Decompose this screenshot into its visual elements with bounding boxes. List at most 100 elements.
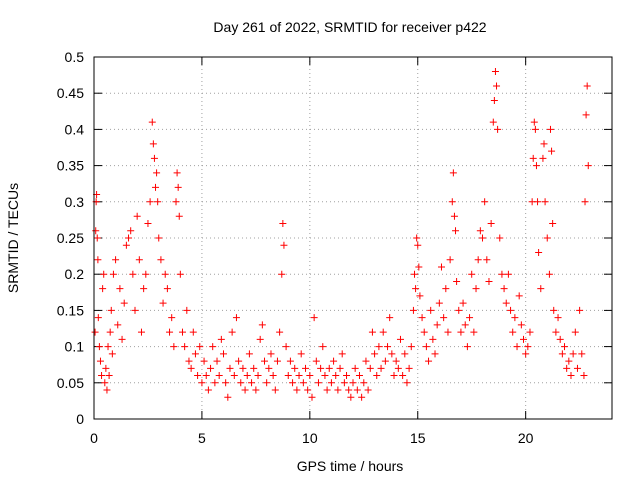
data-point bbox=[279, 220, 287, 228]
x-tick-label: 20 bbox=[518, 430, 534, 446]
y-tick-label: 0.5 bbox=[65, 49, 85, 65]
data-point bbox=[401, 350, 409, 358]
data-point bbox=[163, 285, 171, 293]
data-point bbox=[107, 306, 115, 314]
data-point bbox=[416, 292, 424, 300]
data-point bbox=[295, 372, 303, 380]
data-point bbox=[217, 335, 225, 343]
data-point bbox=[228, 328, 236, 336]
data-point bbox=[552, 328, 560, 336]
data-point bbox=[407, 343, 415, 351]
data-point bbox=[308, 393, 316, 401]
data-point bbox=[476, 227, 484, 235]
data-point bbox=[377, 364, 385, 372]
data-point bbox=[209, 343, 217, 351]
data-point bbox=[548, 147, 556, 155]
y-ticks: 0 0.05 0.1 0.15 0.2 0.25 0.3 0.35 0.4 0.45 0.5 bbox=[57, 49, 612, 427]
data-point bbox=[99, 285, 107, 293]
data-point bbox=[513, 343, 521, 351]
data-point bbox=[133, 212, 141, 220]
data-point bbox=[114, 321, 122, 329]
data-point bbox=[540, 140, 548, 148]
data-point bbox=[529, 154, 537, 162]
data-point bbox=[105, 372, 113, 380]
data-point bbox=[453, 277, 461, 285]
data-point bbox=[174, 183, 182, 191]
data-point bbox=[304, 386, 312, 394]
data-point bbox=[102, 364, 110, 372]
data-point bbox=[381, 357, 389, 365]
data-point bbox=[185, 357, 193, 365]
data-point bbox=[491, 67, 499, 75]
data-point bbox=[112, 256, 120, 264]
data-point bbox=[312, 357, 320, 365]
data-point bbox=[194, 372, 202, 380]
data-point bbox=[280, 241, 288, 249]
data-point bbox=[153, 169, 161, 177]
data-point bbox=[472, 285, 480, 293]
data-point bbox=[94, 256, 102, 264]
data-point bbox=[573, 364, 581, 372]
data-point bbox=[582, 111, 590, 119]
data-point bbox=[129, 270, 137, 278]
data-point bbox=[502, 299, 510, 307]
data-point bbox=[154, 198, 162, 206]
data-point bbox=[330, 357, 338, 365]
data-point bbox=[306, 372, 314, 380]
data-point bbox=[355, 372, 363, 380]
data-point bbox=[388, 350, 396, 358]
data-point bbox=[98, 372, 106, 380]
data-point bbox=[449, 169, 457, 177]
data-point bbox=[239, 364, 247, 372]
data-point bbox=[413, 234, 421, 242]
data-point bbox=[463, 343, 471, 351]
data-point bbox=[437, 263, 445, 271]
data-point bbox=[334, 386, 342, 394]
data-point bbox=[252, 386, 260, 394]
y-tick-label: 0.4 bbox=[65, 121, 85, 137]
y-tick-label: 0.35 bbox=[57, 158, 84, 174]
data-point bbox=[545, 270, 553, 278]
data-point bbox=[550, 306, 558, 314]
data-point bbox=[343, 372, 351, 380]
data-point bbox=[261, 357, 269, 365]
data-point bbox=[362, 357, 370, 365]
data-point bbox=[563, 364, 571, 372]
data-point bbox=[116, 285, 124, 293]
data-point bbox=[415, 263, 423, 271]
data-point bbox=[534, 198, 542, 206]
data-point bbox=[338, 350, 346, 358]
data-point bbox=[181, 343, 189, 351]
y-tick-label: 0.05 bbox=[57, 375, 84, 391]
data-point bbox=[546, 125, 554, 133]
data-point bbox=[146, 198, 154, 206]
data-point bbox=[103, 386, 111, 394]
data-point bbox=[373, 372, 381, 380]
data-point bbox=[198, 379, 206, 387]
data-point bbox=[224, 393, 232, 401]
data-point bbox=[390, 372, 398, 380]
data-point bbox=[159, 299, 167, 307]
data-point bbox=[237, 379, 245, 387]
data-point bbox=[109, 270, 117, 278]
data-point bbox=[558, 350, 566, 358]
data-point bbox=[284, 372, 292, 380]
data-point bbox=[565, 357, 573, 365]
data-point bbox=[431, 350, 439, 358]
y-tick-label: 0.3 bbox=[65, 194, 85, 210]
data-point bbox=[429, 335, 437, 343]
data-point bbox=[412, 285, 420, 293]
data-point bbox=[394, 364, 402, 372]
data-point bbox=[580, 372, 588, 380]
data-point bbox=[131, 306, 139, 314]
data-point bbox=[92, 227, 100, 235]
data-point bbox=[581, 198, 589, 206]
data-point bbox=[250, 364, 258, 372]
data-point bbox=[256, 335, 264, 343]
data-point bbox=[100, 270, 108, 278]
data-point bbox=[448, 198, 456, 206]
data-point bbox=[173, 169, 181, 177]
data-point bbox=[91, 328, 99, 336]
data-point bbox=[396, 335, 404, 343]
